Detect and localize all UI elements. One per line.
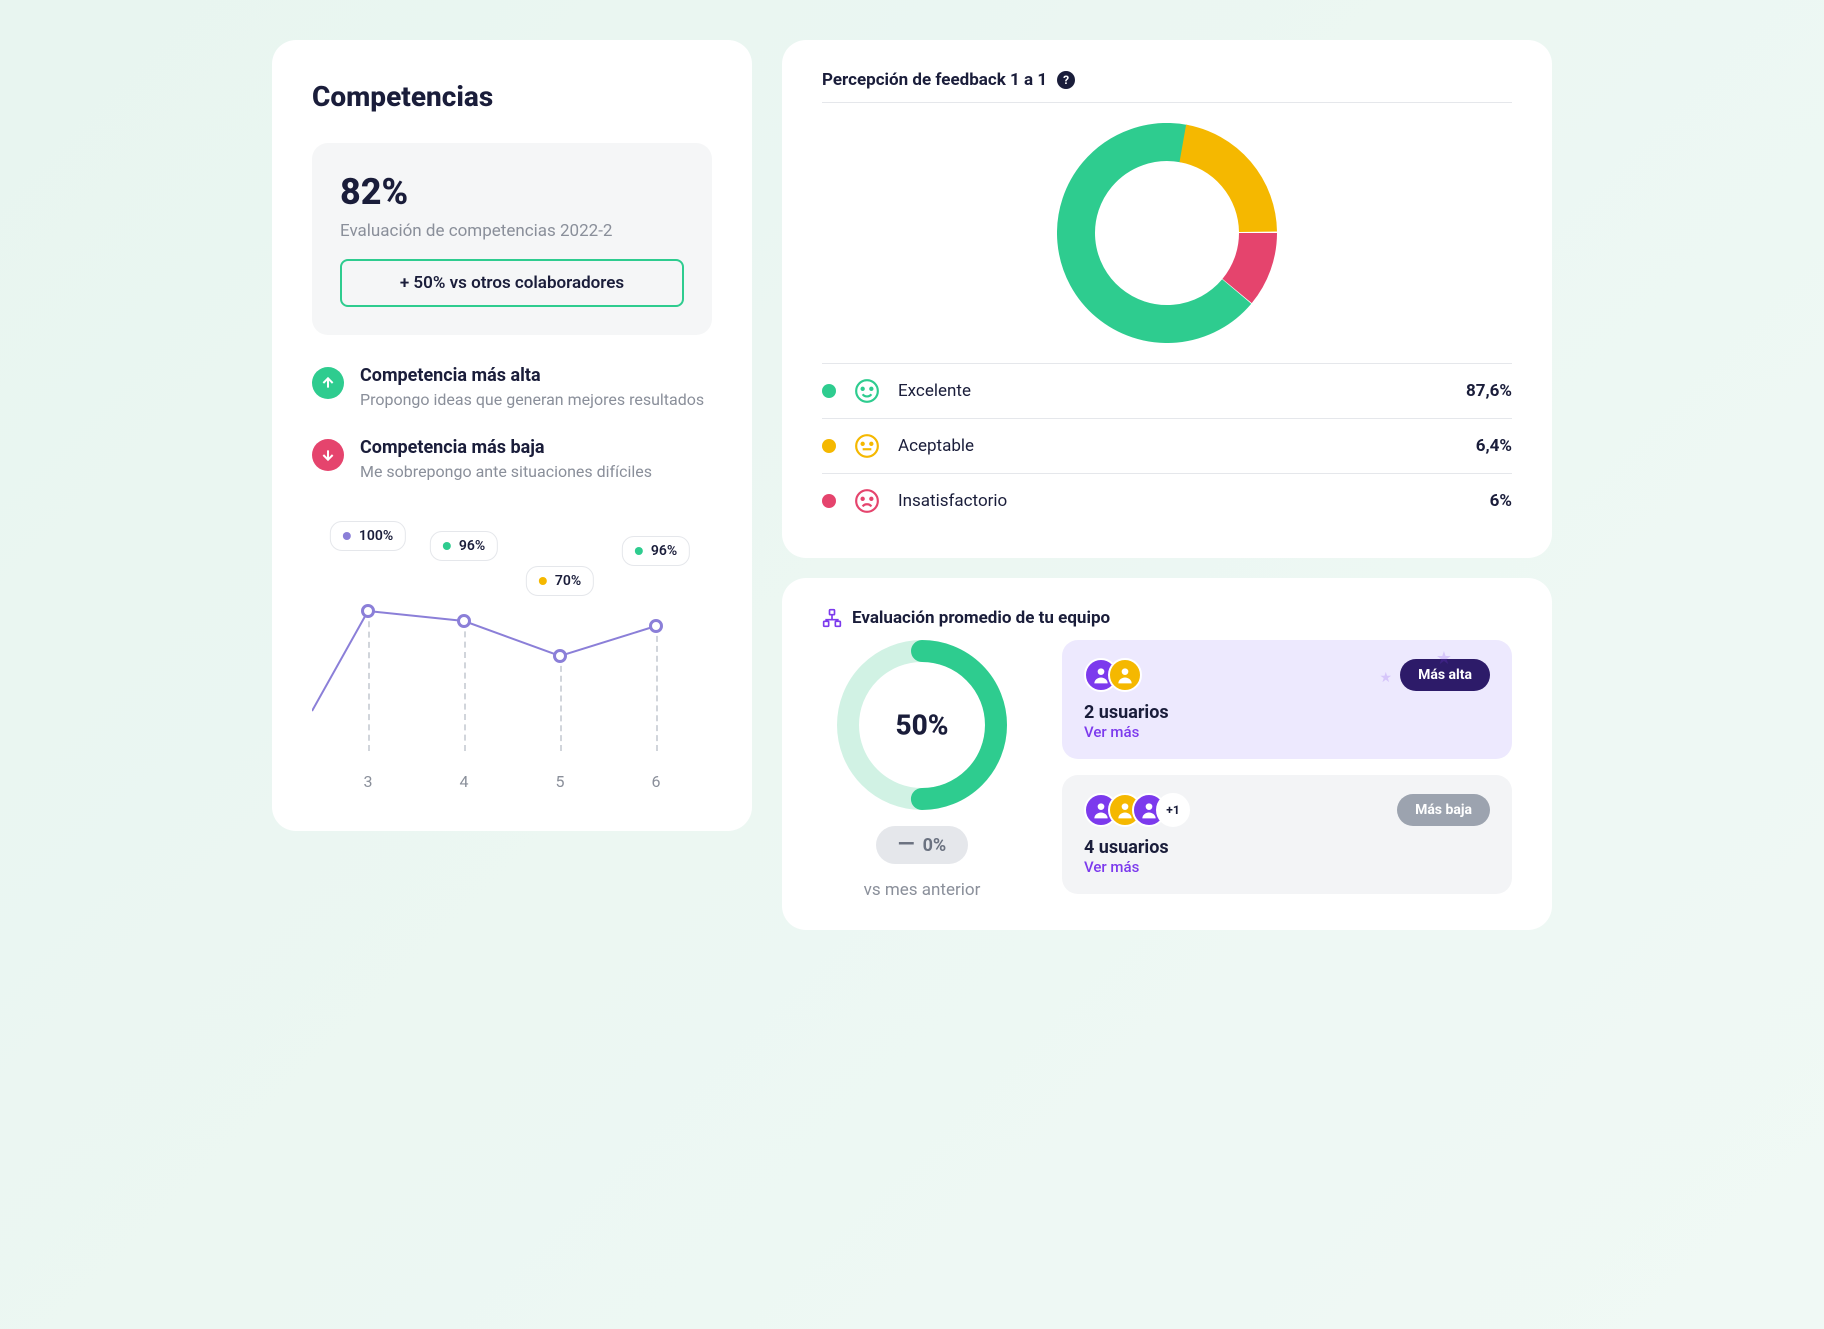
- team-progress-ring: 50%: [837, 640, 1007, 810]
- point-label: 100%: [330, 521, 406, 551]
- ring-label: 50%: [895, 709, 948, 742]
- feedback-header: Percepción de feedback 1 a 1 ?: [822, 70, 1512, 90]
- legend-label: Insatisfactorio: [898, 491, 1007, 511]
- point-label: 70%: [526, 566, 594, 596]
- competency-high-desc: Propongo ideas que generan mejores resul…: [360, 390, 704, 409]
- change-pill: — 0%: [876, 826, 968, 864]
- comparison-pill: + 50% vs otros colaboradores: [340, 259, 684, 307]
- change-value: 0%: [923, 835, 947, 856]
- donut-chart: [1057, 123, 1277, 343]
- legend-value: 6,4%: [1476, 436, 1512, 456]
- help-icon[interactable]: ?: [1057, 71, 1075, 89]
- legend-dot: [822, 494, 836, 508]
- view-more-link[interactable]: Ver más: [1084, 858, 1490, 876]
- chart-point: [361, 604, 375, 618]
- competency-high-title: Competencia más alta: [360, 365, 704, 386]
- competency-low: Competencia más baja Me sobrepongo ante …: [312, 437, 712, 481]
- hierarchy-icon: [822, 608, 842, 628]
- legend-value: 6%: [1490, 491, 1512, 511]
- point-label: 96%: [430, 531, 498, 561]
- metric-box: 82% Evaluación de competencias 2022-2 + …: [312, 143, 712, 335]
- x-axis-label: 6: [652, 772, 661, 791]
- legend-dot: [822, 439, 836, 453]
- feedback-card: Percepción de feedback 1 a 1 ? Excelente…: [782, 40, 1552, 558]
- x-axis-label: 4: [460, 772, 469, 791]
- rank-tag: Más baja: [1397, 794, 1490, 826]
- arrow-down-icon: [312, 439, 344, 471]
- legend-row: Aceptable 6,4%: [822, 418, 1512, 473]
- competencias-card: Competencias 82% Evaluación de competenc…: [272, 40, 752, 831]
- user-card: ★★ Más alta 2 usuarios Ver más: [1062, 640, 1512, 759]
- user-count: 4 usuarios: [1084, 837, 1490, 858]
- point-label: 96%: [622, 536, 690, 566]
- avatar: [1108, 658, 1142, 692]
- competency-high: Competencia más alta Propongo ideas que …: [312, 365, 712, 409]
- metric-percentage: 82%: [340, 171, 684, 213]
- user-card: +1 Más baja 4 usuarios Ver más: [1062, 775, 1512, 894]
- competency-low-title: Competencia más baja: [360, 437, 652, 458]
- legend-row: Excelente 87,6%: [822, 363, 1512, 418]
- neutral-face-icon: [854, 433, 880, 459]
- user-count: 2 usuarios: [1084, 702, 1490, 723]
- team-eval-title: Evaluación promedio de tu equipo: [852, 608, 1110, 628]
- arrow-up-icon: [312, 367, 344, 399]
- x-axis-label: 3: [364, 772, 373, 791]
- legend-value: 87,6%: [1466, 381, 1512, 401]
- view-more-link[interactable]: Ver más: [1084, 723, 1490, 741]
- line-chart: 100% 3 96% 4 70% 5 96% 6: [312, 511, 712, 791]
- avatar-more: +1: [1156, 793, 1190, 827]
- legend-row: Insatisfactorio 6%: [822, 473, 1512, 528]
- team-eval-card: Evaluación promedio de tu equipo 50% — 0…: [782, 578, 1552, 930]
- sad-face-icon: [854, 488, 880, 514]
- competency-low-desc: Me sobrepongo ante situaciones difíciles: [360, 462, 652, 481]
- metric-sublabel: Evaluación de competencias 2022-2: [340, 221, 684, 241]
- legend-label: Aceptable: [898, 436, 974, 456]
- legend-label: Excelente: [898, 381, 971, 401]
- legend-dot: [822, 384, 836, 398]
- chart-point: [649, 619, 663, 633]
- chart-point: [553, 649, 567, 663]
- donut-chart-container: [822, 102, 1512, 363]
- team-eval-header: Evaluación promedio de tu equipo: [822, 608, 1512, 628]
- chart-point: [457, 614, 471, 628]
- change-label: vs mes anterior: [864, 880, 981, 900]
- feedback-title: Percepción de feedback 1 a 1: [822, 70, 1047, 90]
- competencias-title: Competencias: [312, 80, 712, 113]
- x-axis-label: 5: [556, 772, 565, 791]
- happy-face-icon: [854, 378, 880, 404]
